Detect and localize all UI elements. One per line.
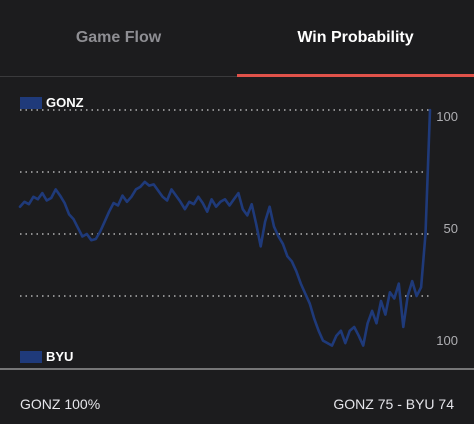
score-readout: GONZ 75 - BYU 74	[333, 396, 454, 412]
tab-win-probability[interactable]: Win Probability	[237, 0, 474, 77]
tab-bar: Game Flow Win Probability	[0, 0, 474, 77]
line-layer	[18, 108, 432, 347]
axis-labels: 100 50 100	[436, 109, 458, 348]
chart-svg: 100 50 100	[0, 108, 474, 370]
win-probability-line	[18, 108, 432, 347]
legend-label-byu: BYU	[46, 349, 74, 364]
grid-layer	[0, 109, 474, 370]
legend-bottom: BYU	[20, 349, 73, 364]
legend-label-gonz: GONZ	[46, 95, 84, 110]
win-probability-chart: 100 50 100 GONZ BYU	[0, 77, 474, 377]
axis-label-bottom: 100	[436, 333, 458, 348]
footer: GONZ 100% GONZ 75 - BYU 74	[0, 384, 474, 424]
legend-swatch-byu	[20, 350, 42, 363]
axis-label-mid: 50	[444, 221, 458, 236]
legend-top: GONZ	[20, 95, 84, 110]
tab-game-flow[interactable]: Game Flow	[75, 29, 162, 46]
axis-label-top: 100	[436, 109, 458, 124]
legend-swatch-gonz	[20, 96, 42, 109]
win-probability-readout: GONZ 100%	[20, 396, 101, 412]
